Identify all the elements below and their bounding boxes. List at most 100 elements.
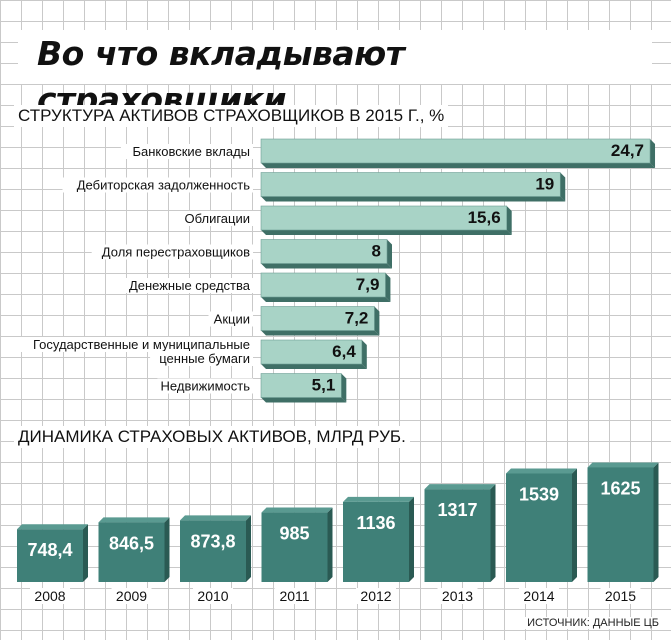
column-value-label: 1625 [600,478,640,498]
category-label-bg [157,378,253,394]
category-label-bg [91,244,253,260]
category-label: ценные бумаги [159,351,250,366]
column-shadow-top [506,468,577,474]
bar-shadow-bottom [261,230,512,235]
bar-value-label: 15,6 [468,208,501,227]
bar-value-label: 24,7 [611,141,644,160]
column [17,529,83,582]
column-value-label: 846,5 [109,533,154,553]
bar-value-label: 5,1 [312,376,336,395]
year-label-bg [30,588,70,604]
bar-shadow-bottom [261,297,391,302]
column-shadow-top [180,515,251,521]
category-label-bg [179,211,253,226]
column-shadow-top [343,496,414,502]
column-value-label: 1317 [437,500,477,520]
category-label-bg [120,144,254,159]
category-label-bg [208,311,253,327]
bar-shadow-side [650,139,656,168]
column [261,512,328,582]
bar-shadow-bottom [261,330,380,336]
column-value-label: 1539 [519,485,559,505]
column-shadow-top [261,507,333,513]
bar [260,172,561,197]
bar-shadow-side [560,172,566,202]
bar-value-label: 8 [372,242,381,261]
bar-value-label: 7,2 [345,309,369,328]
column-chart-title: ДИНАМИКА СТРАХОВЫХ АКТИВОВ, МЛРД РУБ. [14,426,410,448]
column-shadow-top [98,517,170,523]
bar [260,272,386,298]
column-value-label: 985 [279,524,309,544]
column-shadow-side [409,496,414,582]
bar [260,339,363,365]
category-label: Банковские вклады [132,144,250,159]
year-label: 2015 [605,588,636,604]
year-label-bg [274,588,315,604]
column-value-label: 873,8 [190,531,235,551]
column-shadow-side [572,468,577,582]
category-label-bg [150,351,253,366]
column-shadow-top [587,462,659,468]
bar-shadow-bottom [261,397,347,403]
year-label: 2008 [34,588,65,604]
bar-value-label: 6,4 [332,342,356,361]
bar [260,205,507,231]
year-label-bg [193,588,233,604]
bar [260,373,342,398]
column-shadow-side [490,484,496,582]
source-note: ИСТОЧНИК: ДАННЫЕ ЦБ [525,617,661,629]
year-label-bg [437,588,478,604]
column-shadow-side [246,515,251,582]
year-label-bg [111,588,152,604]
column [98,522,165,582]
year-label: 2010 [197,588,228,604]
bar-shadow-side [506,206,512,235]
year-label-bg [356,588,396,604]
category-label: Недвижимость [161,379,251,394]
bar-shadow-bottom [261,364,367,369]
bar-shadow-side [361,340,367,369]
column [506,473,572,582]
column-shadow-side [83,524,88,582]
column-shadow-side [327,507,333,582]
bar-shadow-side [341,373,347,403]
category-label: Облигации [185,211,250,226]
bar-shadow-side [385,273,391,302]
column [424,489,491,582]
column [343,501,409,582]
bar-chart-title: СТРУКТУРА АКТИВОВ СТРАХОВЩИКОВ В 2015 Г.… [14,105,449,127]
year-label: 2009 [116,588,147,604]
bar-value-label: 7,9 [356,275,380,294]
column-shadow-top [17,524,88,530]
bar-shadow-side [387,239,392,269]
category-label: Акции [214,312,250,327]
year-label-bg [519,588,559,604]
category-label-bg [62,177,253,193]
bar [260,138,651,164]
year-label: 2011 [279,588,309,604]
category-label: Доля перестраховщиков [102,245,250,260]
column-shadow-side [653,462,659,582]
bar-shadow-bottom [261,196,566,202]
bar-value-label: 19 [535,175,554,194]
bar-shadow-bottom [261,163,656,168]
category-label: Денежные средства [129,278,251,293]
bar-shadow-side [374,306,380,336]
column-shadow-top [424,484,496,490]
bar-shadow-bottom [261,263,392,269]
category-label-bg [18,337,254,352]
column [180,520,246,582]
year-label: 2013 [442,588,473,604]
category-label: Государственные и муниципальные [33,337,250,352]
year-label: 2012 [360,588,391,604]
year-label-bg [600,588,641,604]
bar [260,306,375,331]
column [587,467,654,582]
column-value-label: 748,4 [27,540,72,560]
column-shadow-side [164,517,170,582]
bar [260,239,388,264]
category-label-bg [120,278,254,293]
